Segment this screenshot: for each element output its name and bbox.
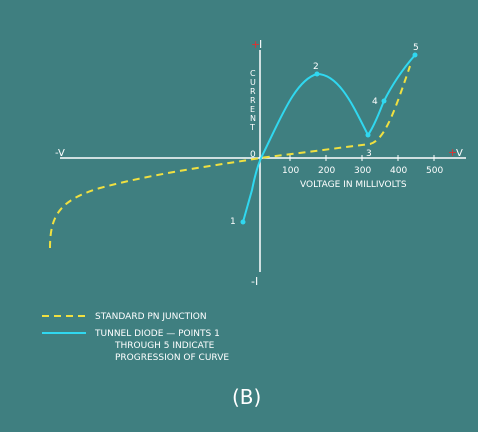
i-label: I	[259, 38, 262, 51]
v-label: V	[456, 148, 463, 159]
y-axis-letter: T	[249, 123, 255, 132]
x-tick-label: 400	[390, 166, 407, 176]
point-label: 1	[230, 217, 236, 227]
legend-text: STANDARD PN JUNCTION	[95, 312, 207, 322]
caption: (B)	[232, 385, 261, 409]
point-markers	[240, 52, 418, 225]
x-tick-label: 200	[318, 166, 335, 176]
origin: 0	[250, 150, 256, 160]
y-axis-letter: R	[250, 87, 256, 96]
y-axis-letter: C	[250, 69, 256, 78]
pn-junction-curve	[49, 65, 411, 249]
x-axis-label: VOLTAGE IN MILLIVOLTS	[300, 180, 407, 190]
y-axis-letter: R	[250, 96, 256, 105]
y-axis-letter: U	[250, 78, 256, 87]
x-tick-label: 100	[282, 166, 299, 176]
point-label: 5	[413, 43, 419, 53]
point-label: 3	[366, 149, 372, 159]
legend-text: PROGRESSION OF CURVE	[115, 353, 229, 363]
plus-sign: +	[251, 38, 260, 51]
legend-text: TUNNEL DIODE — POINTS 1	[94, 329, 220, 339]
plus-sign: +	[448, 146, 457, 159]
y-axis-letter: N	[250, 114, 256, 123]
minus-v: -V	[55, 148, 65, 159]
y-axis-letter: E	[250, 105, 255, 114]
point-label: 2	[313, 62, 319, 72]
x-tick-label: 300	[354, 166, 371, 176]
x-tick-label: 500	[426, 166, 443, 176]
minus-i: -I	[251, 275, 258, 288]
point-label: 4	[372, 97, 378, 107]
legend-text: THROUGH 5 INDICATE	[114, 341, 215, 351]
